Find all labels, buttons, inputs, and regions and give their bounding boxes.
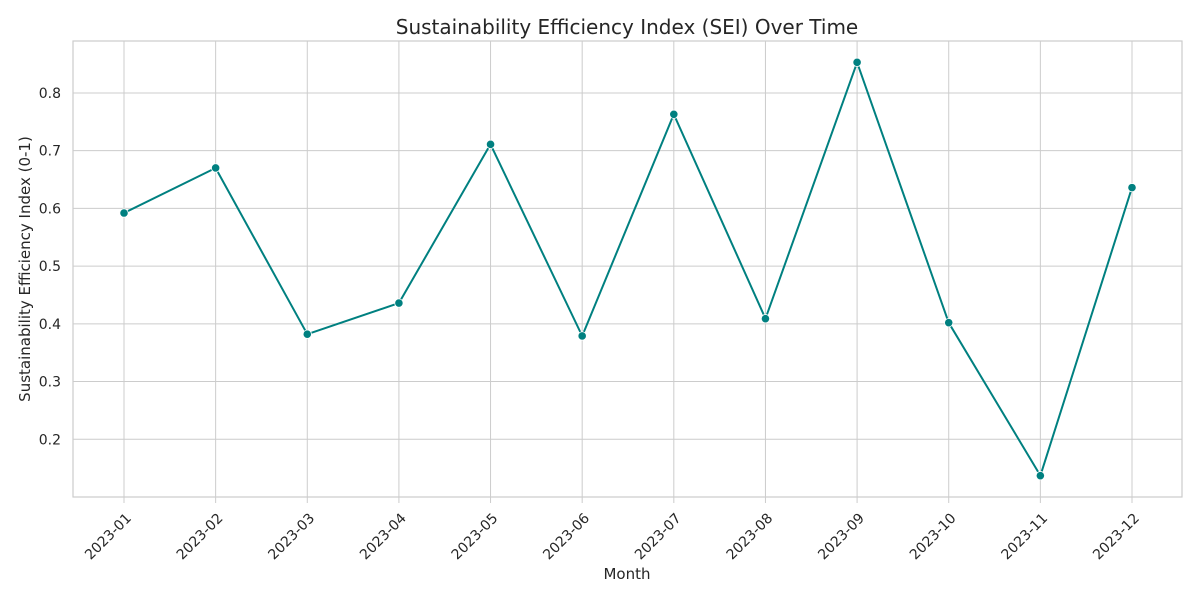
y-tick-label: 0.2 — [39, 432, 61, 448]
y-axis-label: Sustainability Efficiency Index (0-1) — [16, 136, 34, 402]
data-point — [394, 298, 404, 308]
data-point — [1127, 183, 1137, 193]
data-point — [485, 139, 496, 149]
data-point — [302, 329, 312, 339]
x-tick-label: 2023-07 — [632, 511, 685, 564]
y-tick-label: 0.7 — [39, 144, 61, 160]
data-point — [852, 57, 862, 67]
chart-title: Sustainability Efficiency Index (SEI) Ov… — [396, 15, 859, 39]
data-point — [119, 208, 129, 218]
x-tick-label: 2023-03 — [265, 511, 318, 564]
x-tick-label: 2023-12 — [1090, 511, 1143, 564]
data-point — [1035, 471, 1045, 481]
y-axis: 0.2 0.3 0.4 0.5 0.6 0.7 0.8 — [39, 86, 61, 448]
data-point — [944, 318, 954, 328]
x-tick-label: 2023-04 — [357, 510, 410, 563]
x-tick-label: 2023-10 — [907, 511, 960, 564]
series-layer — [119, 57, 1137, 481]
x-tick-label: 2023-01 — [82, 511, 135, 564]
y-tick-label: 0.6 — [39, 201, 61, 217]
data-point — [760, 314, 771, 324]
x-tick-label: 2023-06 — [540, 510, 593, 563]
x-tick-label: 2023-02 — [174, 511, 227, 564]
data-point — [211, 163, 221, 173]
data-point — [577, 331, 587, 341]
y-tick-label: 0.5 — [39, 259, 61, 275]
grid-layer — [73, 41, 1182, 497]
x-axis-label: Month — [603, 565, 650, 583]
x-tick-label: 2023-09 — [815, 511, 868, 564]
y-tick-label: 0.8 — [39, 86, 61, 102]
data-point — [669, 109, 679, 119]
series-line — [123, 61, 1133, 477]
plot-area-frame — [72, 40, 1183, 498]
x-tick-label: 2023-08 — [724, 511, 777, 564]
x-tick-label: 2023-11 — [999, 511, 1052, 564]
x-axis: 2023-01 2023-02 2023-03 2023-04 2023-05 2023-… — [82, 497, 1143, 563]
y-tick-label: 0.4 — [39, 317, 61, 333]
x-tick-label: 2023-05 — [449, 511, 502, 564]
y-tick-label: 0.3 — [39, 375, 61, 391]
